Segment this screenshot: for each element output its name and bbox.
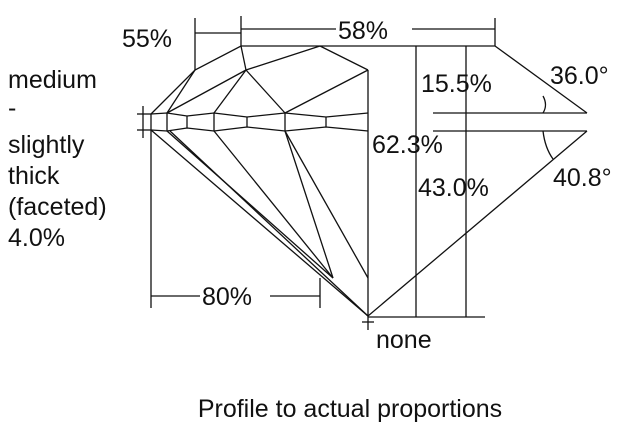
crown-height-label: 15.5% [421,70,492,98]
pavilion-depth-label: 43.0% [418,174,489,202]
girdle-line: thick [8,162,60,190]
lower-half-label: 80% [202,283,252,311]
culet-label: none [376,326,432,354]
girdle-label: medium - slightly thick (faceted) 4.0% [8,66,107,252]
crown-angle-label: 36.0° [550,62,609,90]
dimension-lines [150,16,554,318]
girdle-line: slightly [8,131,85,159]
caption: Profile to actual proportions [198,395,502,423]
crown-ratio-label: 55% [122,25,172,53]
girdle-line: medium [8,66,97,94]
crown-facets [150,45,588,316]
girdle-line: - [8,94,16,122]
girdle [137,106,587,138]
table-label: 58% [338,17,388,45]
total-depth-label: 62.3% [372,131,443,159]
girdle-line: 4.0% [8,224,65,252]
pavilion-facets [150,129,588,330]
pavilion-angle-label: 40.8° [553,164,612,192]
girdle-line: (faceted) [8,193,107,221]
